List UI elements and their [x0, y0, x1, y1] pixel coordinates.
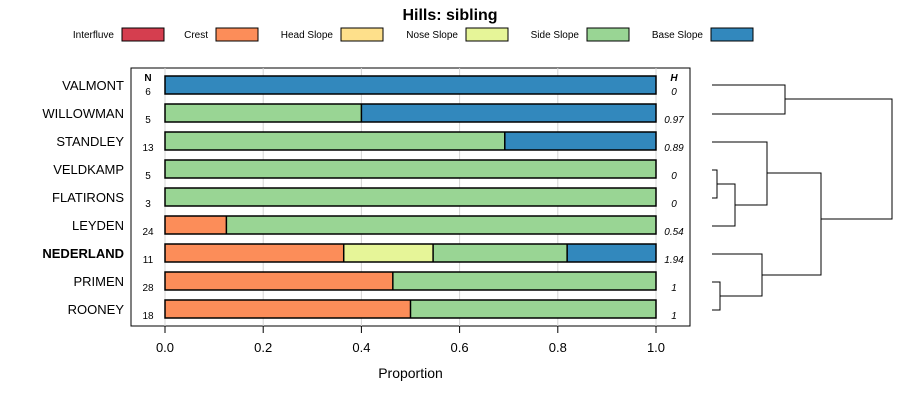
dendrogram-branch-3: [712, 183, 736, 227]
dendrogram-branch-5: [712, 281, 721, 311]
row-label-willowman: WILLOWMAN: [42, 106, 124, 121]
bar-segment-flatirons-side-slope: [165, 188, 656, 206]
legend-swatch-side-slope: [586, 27, 630, 42]
dendrogram-branch-7: [762, 172, 822, 276]
row-label-rooney: ROONEY: [68, 302, 125, 317]
bar-segment-nederland-nose-slope: [343, 244, 434, 262]
x-tick-label-4: 0.8: [549, 340, 567, 355]
legend-label-head-slope: Head Slope: [281, 30, 334, 41]
bar-outline-rooney: [164, 299, 657, 319]
h-column-header: H: [670, 73, 678, 84]
bar-segment-standley-base-slope: [504, 132, 656, 150]
bar-segment-nederland-crest: [165, 244, 344, 262]
x-axis: 0.0 0.2 0.4 0.6 0.8 1.0: [156, 326, 665, 355]
bar-outline-flatirons: [164, 187, 657, 207]
h-value-primen: 1: [671, 283, 677, 294]
row-label-standley: STANDLEY: [56, 134, 124, 149]
h-value-flatirons: 0: [671, 199, 677, 210]
row-label-flatirons: FLATIRONS: [52, 190, 124, 205]
n-value-primen: 28: [142, 283, 154, 294]
legend-label-interfluve: Interfluve: [73, 30, 115, 41]
bar-segment-leyden-crest: [165, 216, 227, 234]
bar-outline-valmont: [164, 75, 657, 95]
bar-segment-primen-crest: [165, 272, 393, 290]
n-value-flatirons: 3: [145, 199, 151, 210]
bar-segment-nederland-base-slope: [567, 244, 657, 262]
n-column-header: N: [144, 73, 151, 84]
bar-segment-primen-side-slope: [392, 272, 656, 290]
legend-swatch-base-slope: [710, 27, 754, 42]
x-tick-label-3: 0.6: [451, 340, 469, 355]
n-value-rooney: 18: [142, 311, 154, 322]
dendrogram: [712, 84, 893, 311]
n-value-leyden: 24: [142, 227, 154, 238]
legend-label-nose-slope: Nose Slope: [406, 30, 458, 41]
x-tick-label-5: 1.0: [647, 340, 665, 355]
bar-segment-leyden-side-slope: [226, 216, 656, 234]
legend-swatch-head-slope: [340, 27, 384, 42]
bar-segment-willowman-side-slope: [165, 104, 362, 122]
h-value-rooney: 1: [671, 311, 677, 322]
h-value-leyden: 0.54: [664, 227, 684, 238]
n-value-valmont: 6: [145, 87, 151, 98]
x-tick-label-1: 0.2: [254, 340, 272, 355]
bars: [164, 75, 657, 319]
row-label-leyden: LEYDEN: [72, 218, 124, 233]
x-tick-label-0: 0.0: [156, 340, 174, 355]
row-label-primen: PRIMEN: [73, 274, 124, 289]
row-label-veldkamp: VELDKAMP: [53, 162, 124, 177]
legend-swatch-interfluve: [121, 27, 165, 42]
legend-label-base-slope: Base Slope: [652, 30, 704, 41]
bar-segment-veldkamp-side-slope: [165, 160, 656, 178]
bar-segment-valmont-base-slope: [165, 76, 656, 94]
bar-outline-veldkamp: [164, 159, 657, 179]
dendrogram-branch-0: [712, 84, 786, 115]
h-value-standley: 0.89: [664, 143, 684, 154]
row-label-valmont: VALMONT: [62, 78, 124, 93]
legend-swatch-nose-slope: [465, 27, 509, 42]
bar-outline-standley: [164, 131, 657, 151]
bar-segment-rooney-crest: [165, 300, 411, 318]
bar-segment-rooney-side-slope: [410, 300, 656, 318]
legend-swatch-crest: [215, 27, 259, 42]
plot-frame: [130, 67, 691, 327]
dendrogram-branch-1: [785, 98, 893, 220]
dendrogram-branch-4: [712, 141, 768, 206]
bar-outline-willowman: [164, 103, 657, 123]
h-value-willowman: 0.97: [664, 115, 684, 126]
n-value-willowman: 5: [145, 115, 151, 126]
h-value-nederland: 1.94: [664, 255, 684, 266]
n-value-standley: 13: [142, 143, 154, 154]
x-tick-label-2: 0.4: [352, 340, 370, 355]
bar-segment-standley-side-slope: [165, 132, 505, 150]
dendrogram-branch-2: [712, 169, 718, 199]
h-value-valmont: 0: [671, 87, 677, 98]
bar-outline-leyden: [164, 215, 657, 235]
x-axis-label: Proportion: [378, 365, 443, 381]
bar-outline-primen: [164, 271, 657, 291]
legend: Interfluve Crest Head Slope Nose Slope Side …: [73, 27, 754, 42]
legend-label-side-slope: Side Slope: [531, 30, 580, 41]
n-value-nederland: 11: [143, 255, 154, 266]
bar-outline-nederland: [164, 243, 657, 263]
legend-label-crest: Crest: [184, 30, 208, 41]
h-value-veldkamp: 0: [671, 171, 677, 182]
chart-title: Hills: sibling: [402, 7, 497, 24]
bar-segment-nederland-side-slope: [433, 244, 568, 262]
bar-segment-willowman-base-slope: [361, 104, 656, 122]
n-value-veldkamp: 5: [145, 171, 151, 182]
row-label-nederland: NEDERLAND: [42, 246, 124, 261]
